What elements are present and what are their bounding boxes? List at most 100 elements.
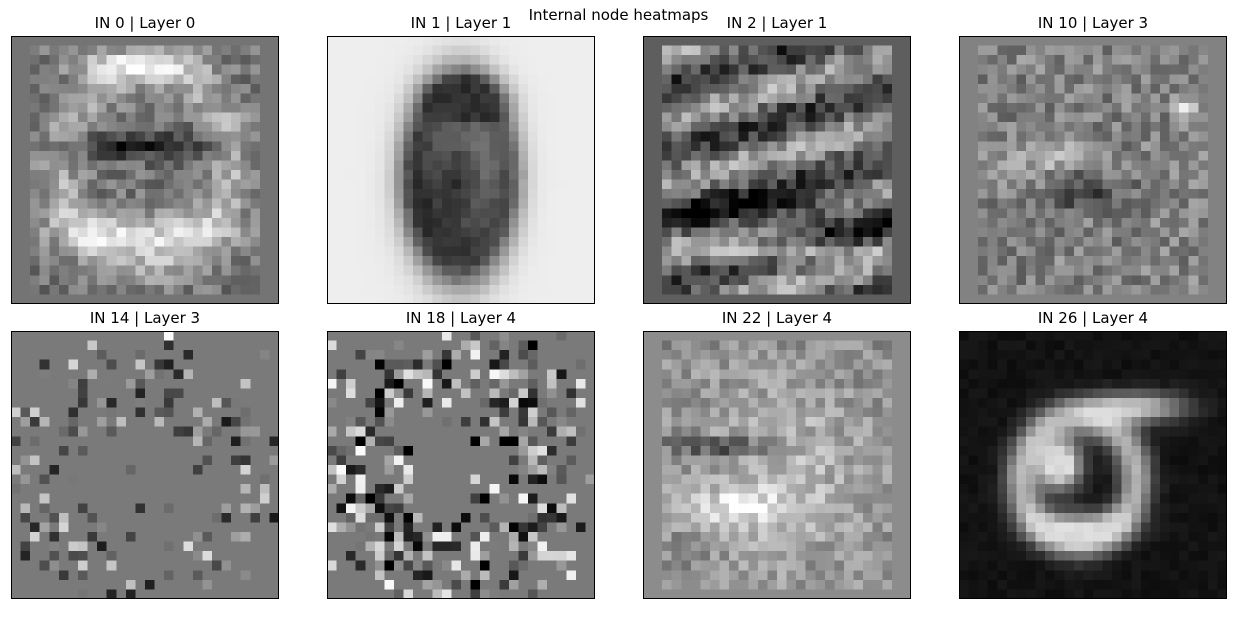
heatmap-cell xyxy=(978,122,988,132)
heatmap-cell xyxy=(432,551,442,561)
heatmap-cell xyxy=(422,275,433,285)
heatmap-cell xyxy=(116,160,126,170)
heatmap-cell xyxy=(978,179,988,190)
heatmap-cell xyxy=(1045,275,1055,285)
heatmap-cell xyxy=(221,294,232,304)
heatmap-cell xyxy=(499,522,509,532)
heatmap-cell xyxy=(240,579,251,590)
heatmap-cell xyxy=(978,74,988,84)
heatmap-cell xyxy=(451,45,461,56)
heatmap-cell xyxy=(432,493,442,504)
heatmap-cell xyxy=(192,532,203,542)
heatmap-cell xyxy=(78,141,88,151)
heatmap-cell xyxy=(1169,64,1180,75)
heatmap-cell xyxy=(585,465,595,475)
heatmap-cell xyxy=(106,436,117,446)
heatmap-cell xyxy=(891,45,902,56)
heatmap-cell xyxy=(863,237,873,247)
heatmap-cell xyxy=(499,359,509,370)
heatmap-cell xyxy=(1102,83,1113,94)
heatmap-cell xyxy=(729,275,739,285)
heatmap-cell xyxy=(805,350,816,360)
heatmap-cell xyxy=(690,331,701,341)
heatmap-cell xyxy=(662,256,672,266)
heatmap-cell xyxy=(1083,64,1093,75)
heatmap-cell xyxy=(355,83,366,94)
heatmap-cell xyxy=(480,93,490,103)
heatmap-cell xyxy=(87,170,98,180)
heatmap-cell xyxy=(269,170,279,180)
heatmap-cell xyxy=(1169,93,1180,103)
heatmap-cell xyxy=(394,445,404,456)
heatmap-cell xyxy=(413,493,423,504)
heatmap-cell xyxy=(173,93,184,103)
heatmap-cell xyxy=(643,398,653,408)
heatmap-cell xyxy=(1150,131,1160,142)
heatmap-cell xyxy=(959,93,969,103)
heatmap-cell xyxy=(355,45,366,56)
heatmap-cell xyxy=(719,45,730,56)
heatmap-cell xyxy=(643,388,653,398)
heatmap-cell xyxy=(805,369,816,379)
heatmap-cell xyxy=(901,265,911,276)
heatmap-cell xyxy=(863,217,873,228)
heatmap-cell xyxy=(145,407,155,418)
heatmap-cell xyxy=(1083,74,1093,84)
heatmap-cell xyxy=(97,284,107,295)
heatmap-cell xyxy=(164,455,174,465)
heatmap-cell xyxy=(441,340,452,351)
heatmap-cell xyxy=(49,141,59,151)
heatmap-cell xyxy=(432,436,442,446)
heatmap-cell xyxy=(1188,122,1199,132)
heatmap-cell xyxy=(508,246,519,257)
heatmap-cell xyxy=(39,227,50,237)
heatmap-cell xyxy=(528,275,538,285)
heatmap-cell xyxy=(30,256,40,266)
heatmap-cell xyxy=(815,378,825,389)
heatmap-cell xyxy=(844,275,854,285)
heatmap-cell xyxy=(58,227,69,237)
heatmap-cell xyxy=(1169,179,1180,190)
heatmap-cell xyxy=(183,227,193,237)
heatmap-cell xyxy=(1093,189,1103,199)
heatmap-cell xyxy=(78,122,88,132)
heatmap-cell xyxy=(355,503,366,513)
heatmap-cell xyxy=(757,378,768,389)
heatmap-cell xyxy=(355,493,366,504)
heatmap-cell xyxy=(499,465,509,475)
heatmap-cell xyxy=(192,64,203,75)
heatmap-cell xyxy=(116,237,126,247)
heatmap-cell xyxy=(978,93,988,103)
heatmap-cell xyxy=(164,551,174,561)
heatmap-cell xyxy=(1073,246,1084,257)
heatmap-cell xyxy=(413,64,423,75)
heatmap-cell xyxy=(250,455,260,465)
heatmap-cell xyxy=(1035,150,1046,161)
heatmap-cell xyxy=(1006,74,1017,84)
heatmap-cell xyxy=(671,331,682,341)
heatmap-cell xyxy=(116,455,126,465)
heatmap-cell xyxy=(202,570,212,580)
heatmap-cell xyxy=(681,74,691,84)
heatmap-cell xyxy=(355,532,366,542)
heatmap-cell xyxy=(327,512,337,523)
heatmap-cell xyxy=(87,284,98,295)
heatmap-cell xyxy=(135,55,145,65)
heatmap-cell xyxy=(125,484,136,494)
heatmap-cell xyxy=(11,55,21,65)
heatmap-cell xyxy=(834,141,844,151)
heatmap-cell xyxy=(652,340,663,351)
heatmap-cell xyxy=(901,131,911,142)
heatmap-cell xyxy=(556,522,567,532)
heatmap-cell xyxy=(499,493,509,504)
heatmap-cell xyxy=(1006,265,1017,276)
heatmap-cell xyxy=(489,570,500,580)
heatmap-cell xyxy=(346,378,356,389)
heatmap-cell xyxy=(355,217,366,228)
heatmap-cell xyxy=(690,227,701,237)
heatmap-cell xyxy=(1121,74,1132,84)
heatmap-cell xyxy=(1131,83,1141,94)
heatmap-cell xyxy=(78,445,88,456)
heatmap-cell xyxy=(480,560,490,571)
heatmap-cell xyxy=(116,474,126,485)
